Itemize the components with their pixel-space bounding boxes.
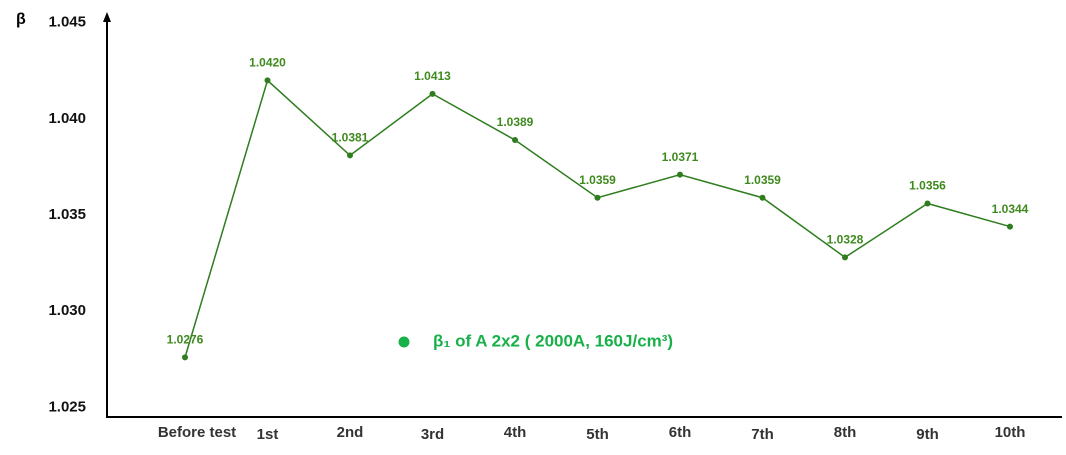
y-tick-label: 1.030 — [48, 302, 86, 319]
legend-marker — [398, 336, 410, 348]
data-point — [182, 354, 188, 361]
data-point — [1007, 223, 1013, 230]
data-label: 1.0381 — [332, 131, 369, 145]
x-tick-label: 4th — [504, 424, 527, 441]
data-label: 1.0328 — [827, 233, 864, 247]
x-tick-label: 7th — [751, 426, 774, 443]
y-tick-label: 1.045 — [48, 14, 86, 31]
x-tick-label: Before test — [158, 424, 236, 441]
data-label: 1.0276 — [167, 333, 204, 347]
data-point — [264, 77, 271, 84]
y-tick-label: 1.035 — [48, 206, 86, 223]
data-label: 1.0344 — [992, 202, 1029, 216]
data-point — [347, 152, 353, 159]
y-axis-label: β — [16, 11, 26, 28]
x-tick-label: 3rd — [421, 426, 444, 443]
data-point — [594, 194, 601, 201]
data-point — [512, 137, 518, 144]
x-tick-label: 6th — [669, 424, 692, 441]
y-tick-label: 1.040 — [48, 110, 86, 127]
data-label: 1.0371 — [662, 150, 699, 164]
data-point — [677, 171, 683, 178]
data-label: 1.0356 — [909, 179, 946, 193]
data-label: 1.0413 — [414, 69, 451, 83]
y-axis-arrow — [103, 12, 111, 22]
data-label: 1.0389 — [497, 115, 534, 129]
data-point — [842, 254, 848, 261]
x-tick-label: 1st — [257, 426, 279, 443]
x-tick-label: 10th — [995, 424, 1026, 441]
x-tick-label: 2nd — [337, 424, 364, 441]
x-tick-label: 8th — [834, 424, 857, 441]
data-label: 1.0420 — [249, 56, 286, 70]
legend-label: β₁ of A 2x2 ( 2000A, 160J/cm³) — [433, 331, 673, 350]
y-tick-label: 1.025 — [48, 398, 86, 415]
x-tick-label: 9th — [916, 426, 939, 443]
series-line — [184, 79, 1011, 358]
data-point — [759, 194, 766, 201]
data-label: 1.0359 — [744, 173, 781, 187]
data-point — [429, 90, 436, 97]
data-label: 1.0359 — [579, 173, 616, 187]
x-tick-label: 5th — [586, 426, 609, 443]
data-point — [924, 200, 931, 207]
